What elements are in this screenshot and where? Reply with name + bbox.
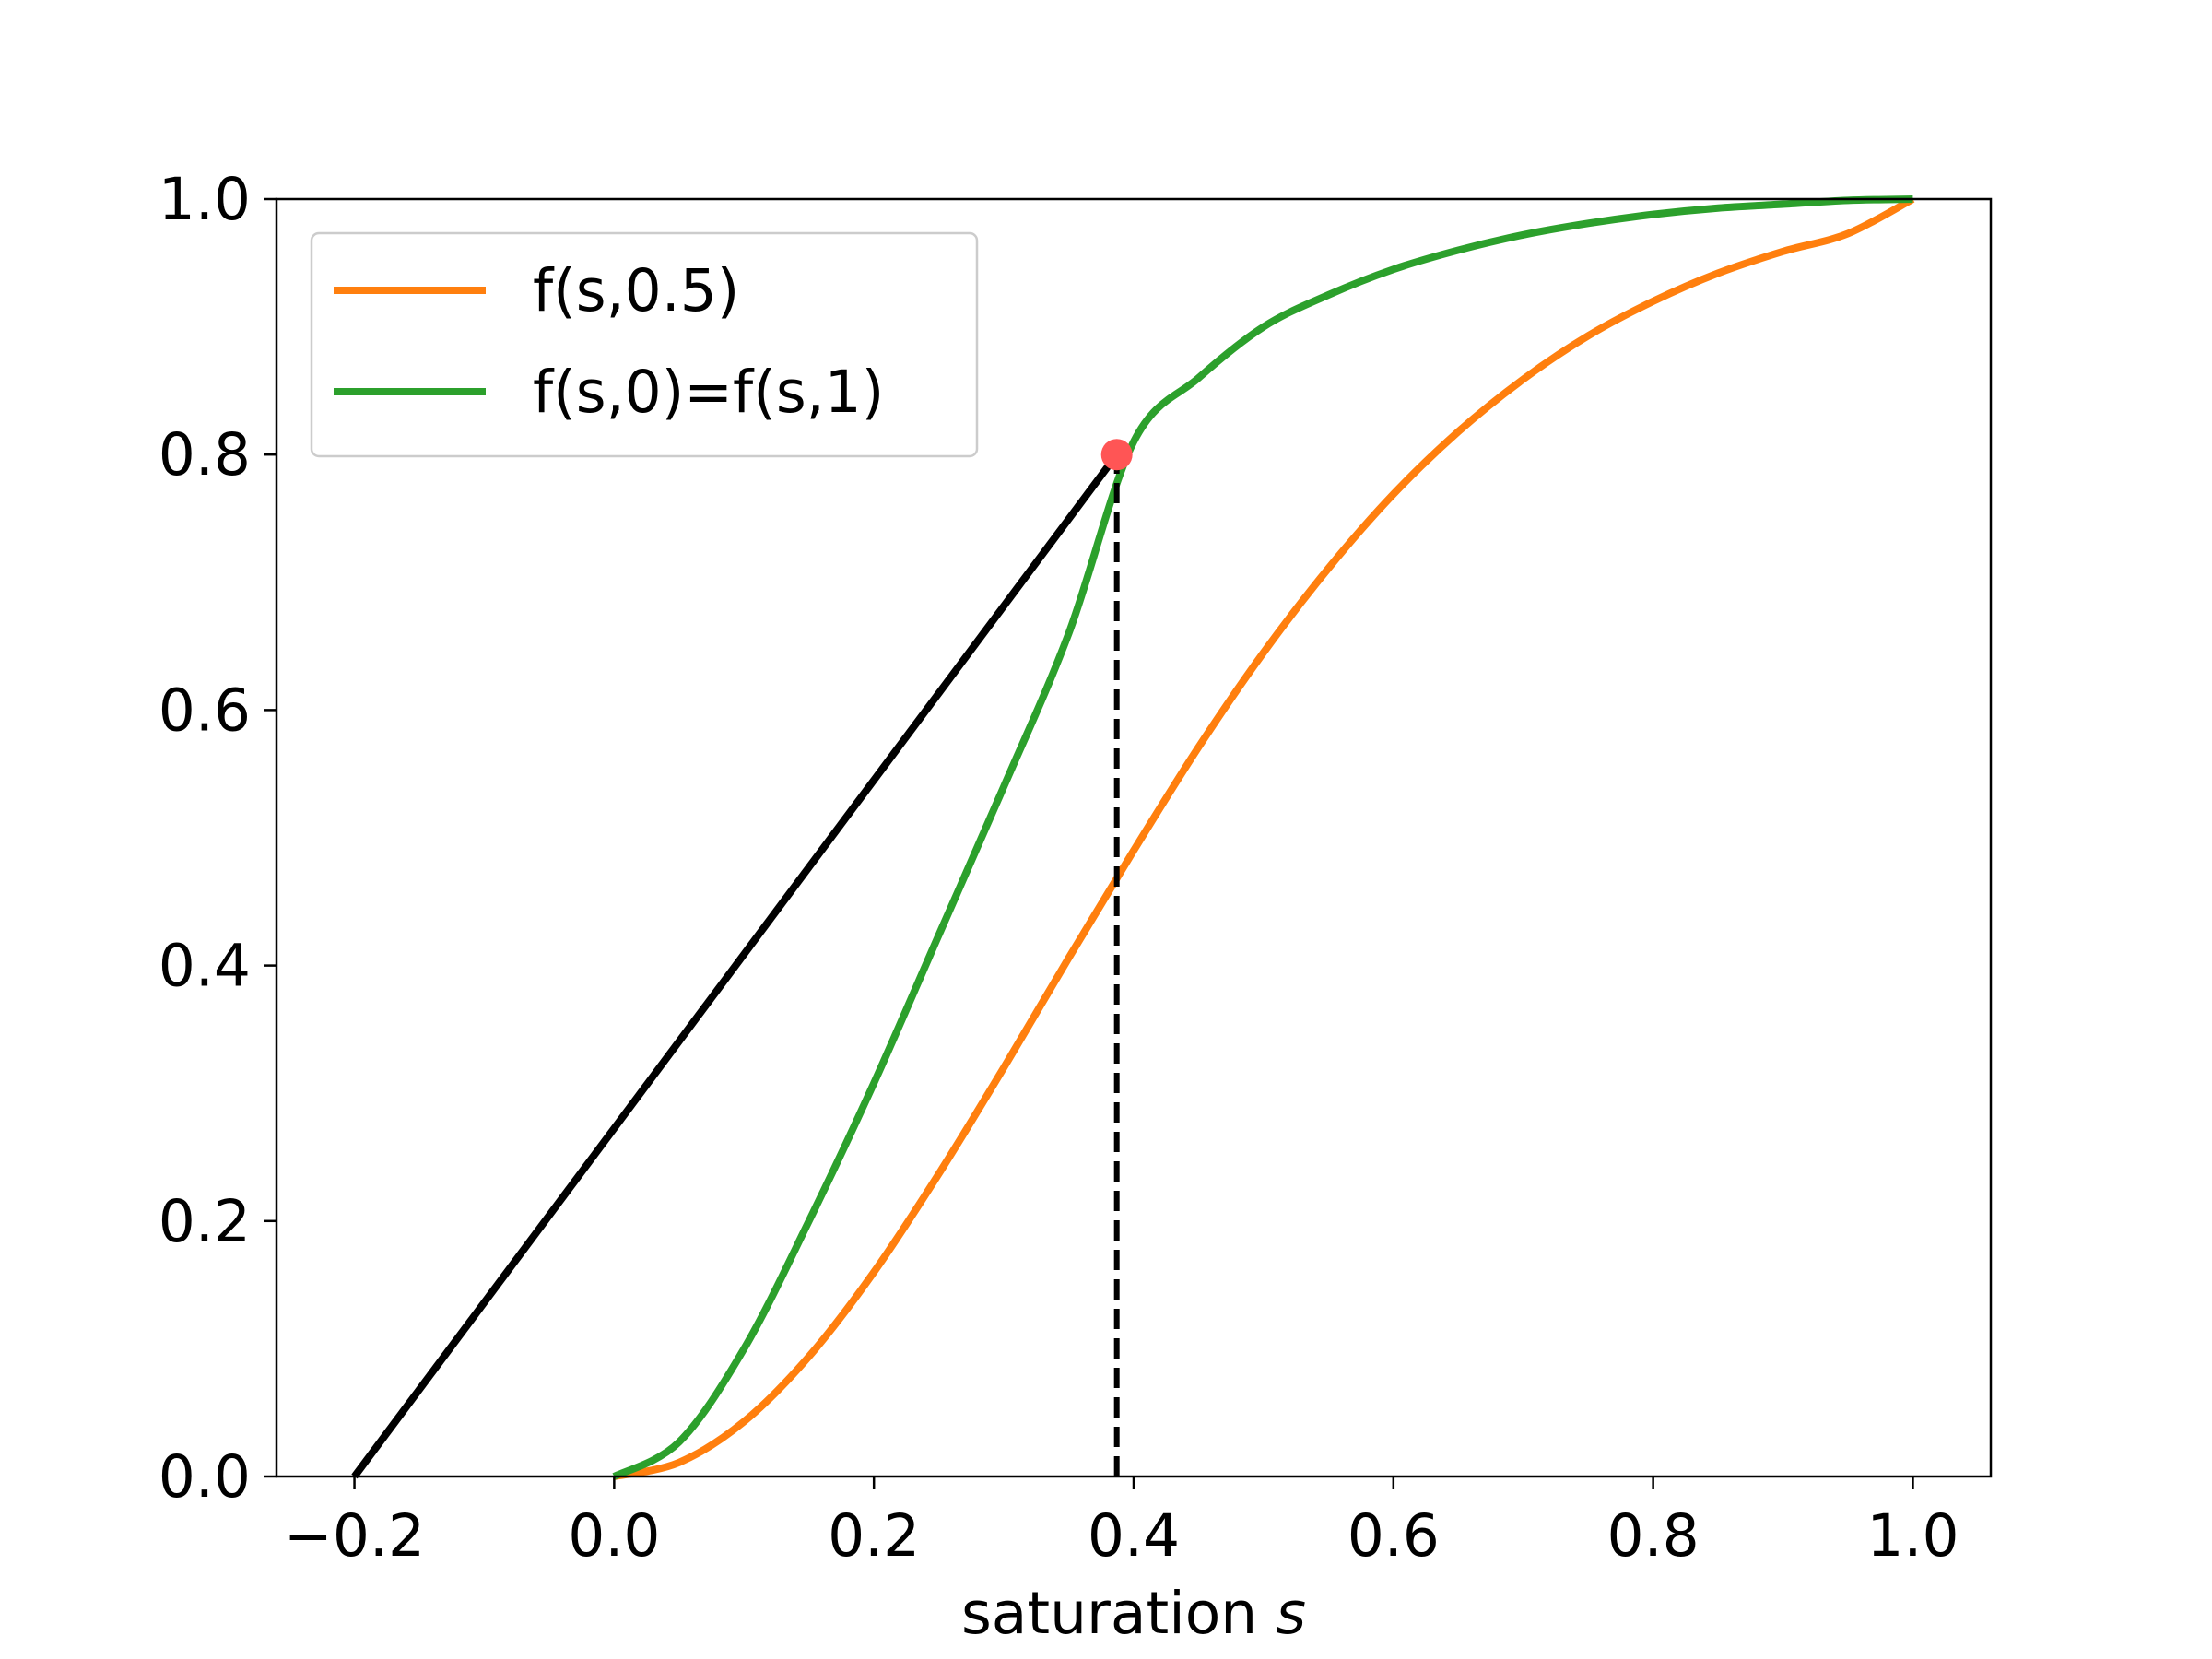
series-line-f-s-0 (612, 195, 1913, 1480)
x-axis-title-text: saturation (961, 1580, 1257, 1647)
plot-area (351, 195, 1915, 1480)
y-tick-label: 0.0 (159, 1443, 251, 1511)
legend-label-green: f(s,0)=f(s,1) (533, 359, 884, 426)
y-tick-label: 0.2 (159, 1188, 251, 1255)
axis-ticks: −0.2 0.0 0.2 0.4 0.6 0.8 1.0 0.0 0.2 0.4 0.6 0.8 1.0 (159, 166, 1959, 1570)
x-tick-label: 0.0 (568, 1502, 660, 1570)
y-tick-label: 0.6 (159, 677, 251, 744)
intersection-point (1100, 439, 1133, 471)
y-tick-label: 1.0 (159, 166, 251, 233)
tangent-line (351, 452, 1120, 1479)
x-tick-label: 0.8 (1607, 1502, 1700, 1570)
y-tick-label: 0.4 (159, 933, 251, 1000)
x-tick-label: 1.0 (1866, 1502, 1959, 1570)
x-axis-title: saturation s (961, 1580, 1306, 1647)
series-line-f-s-0.5 (613, 195, 1915, 1480)
legend-label-orange: f(s,0.5) (533, 257, 739, 324)
x-tick-label: −0.2 (284, 1502, 425, 1570)
x-tick-label: 0.4 (1088, 1502, 1180, 1570)
x-tick-label: 0.6 (1347, 1502, 1440, 1570)
x-axis-title-var: s (1276, 1580, 1306, 1647)
legend: f(s,0.5) f(s,0)=f(s,1) (310, 231, 979, 458)
x-tick-label: 0.2 (828, 1502, 920, 1570)
y-tick-label: 0.8 (159, 421, 251, 488)
